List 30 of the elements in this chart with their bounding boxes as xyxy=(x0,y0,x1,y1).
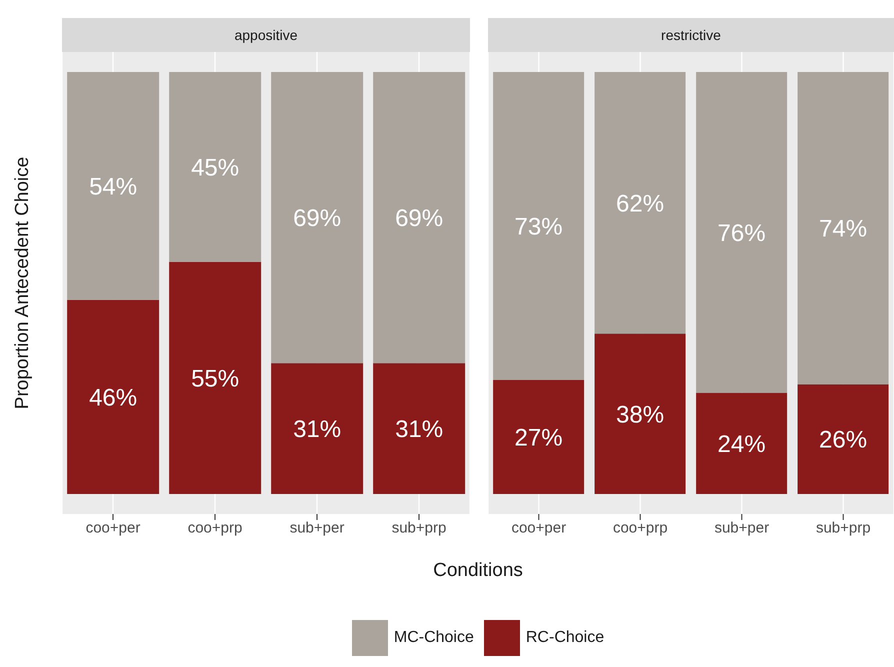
data-label: 27% xyxy=(514,424,563,452)
x-tick-label: coo+per xyxy=(86,520,140,537)
data-label: 76% xyxy=(718,220,766,247)
x-tick-label: sub+per xyxy=(714,520,770,537)
data-label: 73% xyxy=(514,214,563,241)
x-tick-label: sub+per xyxy=(290,520,344,537)
data-label: 46% xyxy=(89,384,138,412)
chart-title: restrictive xyxy=(488,18,894,52)
data-label: 38% xyxy=(616,401,664,428)
y-axis-title: Proportion Antecedent Choice xyxy=(12,156,34,410)
x-tick-label: sub+prp xyxy=(816,520,871,537)
x-tick-label: coo+prp xyxy=(188,520,242,537)
data-label: 69% xyxy=(395,205,444,232)
data-label: 54% xyxy=(89,173,138,200)
data-label: 31% xyxy=(293,416,342,444)
data-label: 74% xyxy=(819,216,868,243)
data-label: 45% xyxy=(191,154,240,182)
data-label: 55% xyxy=(191,365,240,392)
chart-title: appositive xyxy=(62,18,470,52)
legend-label: RC-Choice xyxy=(526,629,604,647)
data-label: 26% xyxy=(819,426,868,454)
legend-label: MC-Choice xyxy=(394,629,474,647)
x-axis-title: Conditions xyxy=(432,560,524,582)
data-label: 62% xyxy=(616,190,664,218)
data-label: 69% xyxy=(293,205,342,232)
data-label: 24% xyxy=(718,430,766,458)
data-label: 31% xyxy=(395,416,444,444)
x-tick-label: coo+per xyxy=(511,520,566,537)
x-tick-label: coo+prp xyxy=(612,520,668,537)
x-tick-label: sub+prp xyxy=(392,520,446,537)
